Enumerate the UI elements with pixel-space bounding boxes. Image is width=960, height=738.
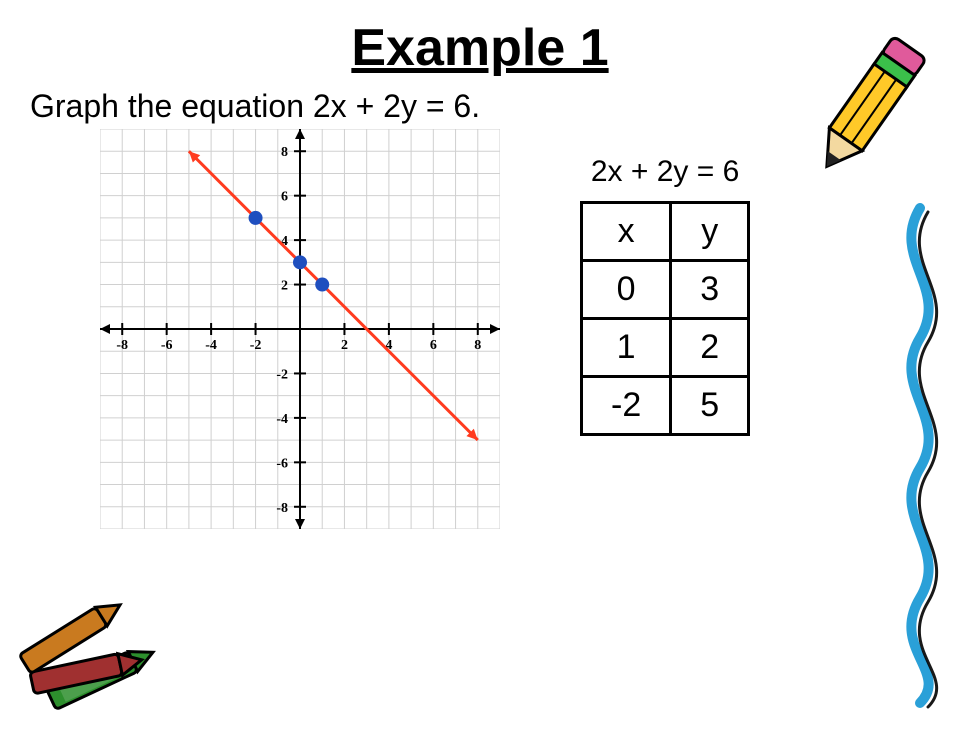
svg-text:2: 2 xyxy=(281,279,288,294)
coordinate-plane: -8-6-4-22468-8-6-4-22468 xyxy=(100,129,500,529)
xy-table: x y 0312-25 xyxy=(580,201,750,436)
col-header-y: y xyxy=(671,203,749,261)
pencil-icon xyxy=(792,24,942,194)
svg-text:-6: -6 xyxy=(161,338,173,353)
svg-text:-8: -8 xyxy=(116,338,128,353)
svg-text:-2: -2 xyxy=(250,338,262,353)
svg-text:8: 8 xyxy=(281,145,288,160)
table-header-row: x y xyxy=(582,203,749,261)
svg-text:6: 6 xyxy=(281,190,288,205)
svg-text:-2: -2 xyxy=(276,367,288,382)
table-cell: 0 xyxy=(582,261,671,319)
right-column: 2x + 2y = 6 x y 0312-25 xyxy=(580,155,750,436)
svg-text:-4: -4 xyxy=(205,338,217,353)
squiggle-icon xyxy=(880,198,960,718)
graph-svg: -8-6-4-22468-8-6-4-22468 xyxy=(100,129,500,529)
svg-text:6: 6 xyxy=(430,338,437,353)
col-header-x: x xyxy=(582,203,671,261)
table-cell: 1 xyxy=(582,319,671,377)
table-row: 12 xyxy=(582,319,749,377)
table-cell: -2 xyxy=(582,377,671,435)
table-row: -25 xyxy=(582,377,749,435)
svg-text:-8: -8 xyxy=(276,501,288,516)
table-cell: 3 xyxy=(671,261,749,319)
svg-text:-4: -4 xyxy=(276,412,288,427)
svg-text:-6: -6 xyxy=(276,456,288,471)
svg-text:2: 2 xyxy=(341,338,348,353)
crayons-icon xyxy=(8,580,188,730)
table-row: 03 xyxy=(582,261,749,319)
table-cell: 2 xyxy=(671,319,749,377)
table-cell: 5 xyxy=(671,377,749,435)
svg-text:8: 8 xyxy=(474,338,481,353)
equation-label: 2x + 2y = 6 xyxy=(580,155,750,189)
